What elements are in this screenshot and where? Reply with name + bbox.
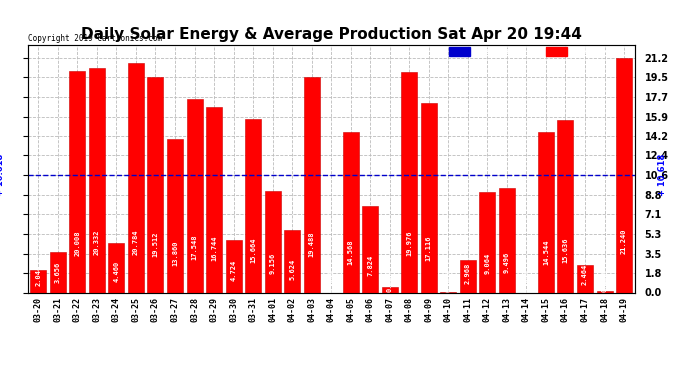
Bar xyxy=(108,243,124,292)
Text: 17.548: 17.548 xyxy=(192,235,197,260)
Bar xyxy=(616,58,632,292)
Text: 19.512: 19.512 xyxy=(152,231,159,257)
Text: 7.824: 7.824 xyxy=(367,255,373,276)
Bar xyxy=(460,260,476,292)
Text: 4.460: 4.460 xyxy=(113,261,119,282)
Text: 2.968: 2.968 xyxy=(465,263,471,284)
Bar xyxy=(343,132,359,292)
Bar xyxy=(265,191,281,292)
Text: + 10.618: + 10.618 xyxy=(0,154,5,196)
Text: 2.044: 2.044 xyxy=(35,264,41,286)
Bar xyxy=(167,140,183,292)
Text: 20.332: 20.332 xyxy=(94,230,100,255)
Text: 20.784: 20.784 xyxy=(133,229,139,255)
Text: 0.180: 0.180 xyxy=(602,271,607,292)
Text: 17.116: 17.116 xyxy=(426,236,432,261)
Legend: Average  (kWh), Daily  (kWh): Average (kWh), Daily (kWh) xyxy=(447,45,629,58)
Text: 13.860: 13.860 xyxy=(172,241,178,266)
Bar xyxy=(421,104,437,292)
Bar xyxy=(558,120,573,292)
Bar xyxy=(128,63,144,292)
Bar xyxy=(597,291,613,292)
Bar xyxy=(186,99,203,292)
Text: 3.656: 3.656 xyxy=(55,262,61,283)
Text: Copyright 2019 Cartronics.com: Copyright 2019 Cartronics.com xyxy=(28,33,162,42)
Text: 14.568: 14.568 xyxy=(348,240,354,265)
Bar xyxy=(226,240,241,292)
Text: 0.524: 0.524 xyxy=(387,271,393,292)
Bar xyxy=(148,77,164,292)
Bar xyxy=(70,71,86,292)
Bar xyxy=(499,188,515,292)
Text: 14.544: 14.544 xyxy=(543,240,549,265)
Text: + 10.618: + 10.618 xyxy=(658,154,667,196)
Bar xyxy=(30,270,46,292)
Bar xyxy=(206,108,222,292)
Text: 20.008: 20.008 xyxy=(75,231,81,256)
Bar xyxy=(89,68,105,292)
Text: 9.064: 9.064 xyxy=(484,253,491,274)
Bar xyxy=(245,119,261,292)
Bar xyxy=(362,206,378,292)
Bar xyxy=(480,192,495,292)
Text: 4.724: 4.724 xyxy=(230,260,237,281)
Text: 9.156: 9.156 xyxy=(270,253,275,274)
Text: 2.464: 2.464 xyxy=(582,264,588,285)
Text: 21.240: 21.240 xyxy=(621,228,627,254)
Title: Daily Solar Energy & Average Production Sat Apr 20 19:44: Daily Solar Energy & Average Production … xyxy=(81,27,582,42)
Bar xyxy=(304,77,319,292)
Text: 0.000: 0.000 xyxy=(328,271,334,292)
Bar xyxy=(382,287,397,292)
Text: 9.496: 9.496 xyxy=(504,252,510,273)
Text: 15.636: 15.636 xyxy=(562,238,569,263)
Bar xyxy=(284,230,300,292)
Text: 19.488: 19.488 xyxy=(308,231,315,257)
Bar xyxy=(402,72,417,292)
Text: 16.744: 16.744 xyxy=(211,236,217,261)
Bar xyxy=(538,132,554,292)
Text: 5.624: 5.624 xyxy=(289,259,295,280)
Text: 0.076: 0.076 xyxy=(445,271,451,292)
Bar xyxy=(577,265,593,292)
Text: 0.000: 0.000 xyxy=(524,271,529,292)
Text: 19.976: 19.976 xyxy=(406,231,413,256)
Bar xyxy=(50,252,66,292)
Text: 15.664: 15.664 xyxy=(250,238,256,263)
